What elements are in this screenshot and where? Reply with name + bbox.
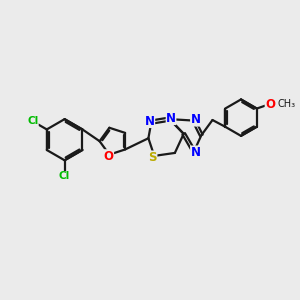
Text: N: N [166, 112, 176, 125]
Text: N: N [190, 113, 200, 126]
Text: N: N [190, 146, 200, 159]
Text: S: S [148, 151, 157, 164]
Text: O: O [104, 150, 114, 163]
Text: Cl: Cl [27, 116, 38, 126]
Text: O: O [265, 98, 275, 111]
Text: CH₃: CH₃ [278, 99, 296, 110]
Text: N: N [145, 115, 155, 128]
Text: Cl: Cl [59, 172, 70, 182]
